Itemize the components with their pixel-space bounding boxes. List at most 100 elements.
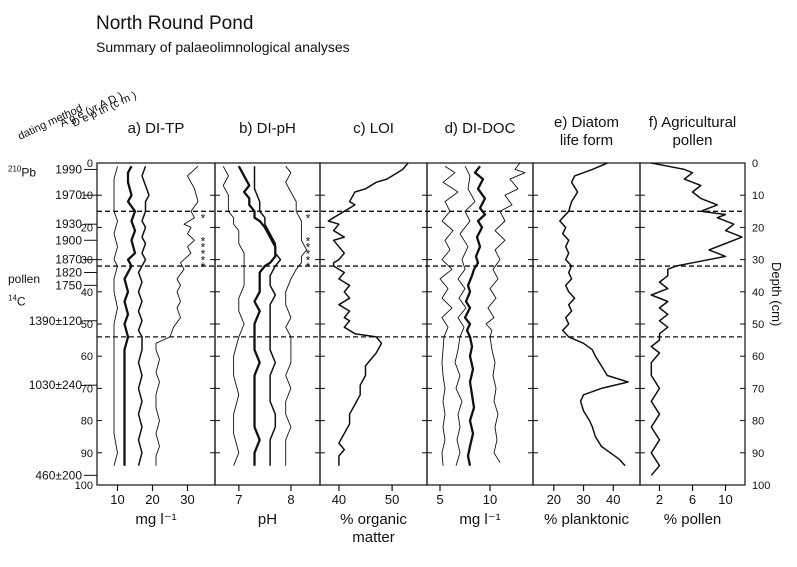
star-marker: * — [201, 254, 206, 268]
x-tick-label: 10 — [110, 492, 124, 507]
right-depth-tick-label: 80 — [752, 416, 764, 428]
x-tick-label: 50 — [385, 492, 399, 507]
depth-tick-label: 80 — [81, 416, 93, 428]
age-label: 1390±120 — [29, 314, 83, 328]
series-line-1 — [327, 162, 409, 466]
star-marker: * — [306, 241, 311, 255]
panel-title: pollen — [672, 132, 712, 149]
depth-axis-label: Depth (cm) — [769, 262, 784, 326]
x-tick-label: 40 — [332, 492, 346, 507]
depth-tick-label: 60 — [81, 351, 93, 363]
panel-x-axis-label: mg l⁻¹ — [135, 511, 176, 528]
panel-title: e) Diatom — [554, 114, 619, 131]
depth-tick-label: 10 — [81, 190, 93, 202]
series-line-1 — [439, 165, 459, 466]
panel-4: d) DI-DOC mg l⁻¹ 5 10 — [426, 120, 534, 528]
series-line-4 — [285, 165, 308, 466]
depth-tick-label: 40 — [81, 287, 93, 299]
series-line-1 — [559, 162, 629, 467]
star-marker: * — [201, 234, 206, 248]
series-line-1 — [113, 166, 118, 466]
panel-x-axis-label: % organic — [340, 511, 407, 528]
age-label: 460±200 — [35, 468, 82, 482]
figure-subtitle: Summary of palaeolimnological analyses — [96, 39, 350, 55]
depth-tick-label: 90 — [81, 448, 93, 460]
x-tick-label: 2 — [656, 492, 663, 507]
star-marker: * — [201, 260, 206, 274]
figure-title: North Round Pond — [96, 13, 253, 34]
star-marker: * — [306, 212, 311, 226]
panel-x-axis-label: mg l⁻¹ — [459, 511, 500, 528]
x-tick-label: 10 — [483, 492, 497, 507]
right-depth-tick-label: 70 — [752, 383, 764, 395]
panel-title: life form — [560, 132, 613, 149]
star-marker: * — [201, 247, 206, 261]
series-line-2 — [123, 165, 137, 466]
dating-annotations: 0 10 20 30 40 50 60 70 80 90 100 1990 1970 1930 1900 18… — [8, 158, 97, 492]
right-depth-tick-label: 10 — [752, 190, 764, 202]
right-depth-tick-label: 0 — [752, 158, 758, 170]
series-line-4 — [155, 165, 199, 466]
panel-title: f) Agricultural — [649, 114, 737, 131]
age-label: 1900 — [55, 233, 82, 247]
panel-x-axis-label: matter — [352, 529, 395, 546]
depth-tick-label: 100 — [75, 480, 93, 492]
panel-x-axis-label: % planktonic — [544, 511, 630, 528]
dating-method-label: 210Pb — [8, 165, 36, 180]
right-depth-tick-label: 40 — [752, 287, 764, 299]
x-tick-label: 7 — [235, 492, 242, 507]
panel-x-axis-label: % pollen — [664, 511, 722, 528]
panel-title: c) LOI — [353, 120, 394, 137]
series-line-2 — [237, 165, 277, 466]
right-depth-tick-label: 90 — [752, 448, 764, 460]
right-depth-tick-label: 50 — [752, 319, 764, 331]
series-line-4 — [485, 162, 526, 463]
series-line-3 — [253, 166, 282, 466]
age-label: 1990 — [55, 162, 82, 176]
panel-title: d) DI-DOC — [445, 120, 516, 137]
x-tick-label: 6 — [689, 492, 696, 507]
depth-tick-label: 30 — [81, 255, 93, 267]
x-tick-label: 5 — [436, 492, 443, 507]
panel-x-axis-label: pH — [258, 511, 277, 528]
x-tick-label: 20 — [145, 492, 159, 507]
x-tick-label: 10 — [718, 492, 732, 507]
age-label: 1820 — [55, 265, 82, 279]
age-label: 1930 — [55, 217, 82, 231]
right-depth-tick-label: 100 — [752, 480, 770, 492]
right-depth-tick-label: 60 — [752, 351, 764, 363]
series-line-1 — [650, 162, 743, 476]
star-marker: * — [306, 234, 311, 248]
dating-method-label: 14C — [8, 293, 26, 308]
depth-tick-label: 20 — [81, 222, 93, 234]
depth-tick-label: 50 — [81, 319, 93, 331]
depth-tick-label: 0 — [87, 158, 93, 170]
panel-title: b) DI-pH — [239, 120, 296, 137]
panel-title: a) DI-TP — [128, 120, 185, 137]
star-marker: * — [306, 247, 311, 261]
age-label: 1970 — [55, 188, 82, 202]
x-tick-label: 20 — [547, 492, 561, 507]
dating-method-label: pollen — [8, 272, 40, 286]
star-marker: * — [201, 241, 206, 255]
star-marker: * — [306, 254, 311, 268]
right-depth-tick-label: 30 — [752, 255, 764, 267]
right-depth-tick-label: 20 — [752, 222, 764, 234]
x-tick-label: 40 — [606, 492, 620, 507]
star-marker: * — [201, 212, 206, 226]
x-tick-label: 8 — [287, 492, 294, 507]
right-depth-axis: 0 10 20 30 40 50 60 70 80 90 100 — [752, 158, 770, 492]
x-tick-label: 30 — [180, 492, 194, 507]
age-label: 1750 — [55, 278, 82, 292]
series-line-2 — [454, 165, 476, 466]
x-tick-label: 30 — [576, 492, 590, 507]
age-label: 1870 — [55, 253, 82, 267]
depth-tick-label: 70 — [81, 383, 93, 395]
